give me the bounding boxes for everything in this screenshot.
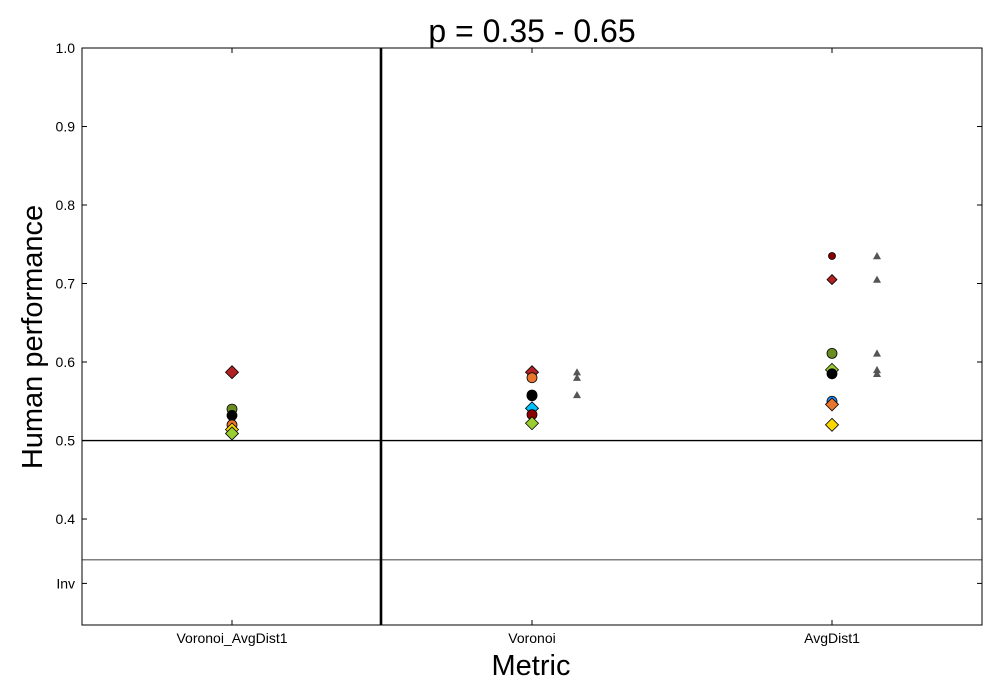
y-tick-label: Inv xyxy=(56,575,75,591)
reference-point-triangle xyxy=(573,368,581,376)
y-tick-label: 0.7 xyxy=(56,276,76,292)
y-tick-label: 0.6 xyxy=(56,354,76,370)
x-tick-label: AvgDist1 xyxy=(804,630,860,646)
plot-area: 1.0 0.9 0.8 0.7 0.6 0.5 0.4 Inv Voronoi_AvgDist1… xyxy=(56,40,983,646)
reference-point-triangle xyxy=(573,390,581,399)
y-axis-label: Human performance xyxy=(17,205,49,469)
data-point-diamond xyxy=(824,417,840,432)
y-tick-label: 1.0 xyxy=(56,40,76,56)
data-point-circle xyxy=(828,252,836,260)
data-point-circle xyxy=(826,347,838,359)
y-tick-label: 0.4 xyxy=(56,511,76,527)
reference-point-triangle xyxy=(873,349,881,357)
reference-point-triangle xyxy=(873,252,881,260)
data-point-diamond xyxy=(826,274,838,286)
reference-point-triangle xyxy=(873,365,881,374)
y-tick-label: 0.9 xyxy=(56,119,76,135)
reference-point-triangle xyxy=(873,369,881,377)
x-tick-label: Voronoi xyxy=(508,630,555,646)
data-point-circle xyxy=(826,368,838,380)
data-point-diamond xyxy=(224,365,240,380)
data-point-circle xyxy=(226,409,238,421)
y-tick-label: 0.8 xyxy=(56,197,76,213)
data-point-diamond xyxy=(824,397,840,412)
data-point-circle xyxy=(526,390,538,402)
plot-frame xyxy=(81,47,983,626)
data-point-circle xyxy=(526,372,538,384)
x-axis-label: Metric xyxy=(492,650,571,682)
data-point-diamond xyxy=(524,416,540,431)
x-tick-label: Voronoi_AvgDist1 xyxy=(176,630,287,646)
y-tick-label: 0.5 xyxy=(56,433,76,449)
reference-point-triangle xyxy=(573,373,581,381)
data-point-diamond xyxy=(224,426,240,441)
chart-title: p = 0.35 - 0.65 xyxy=(428,13,635,49)
reference-point-triangle xyxy=(873,275,881,283)
